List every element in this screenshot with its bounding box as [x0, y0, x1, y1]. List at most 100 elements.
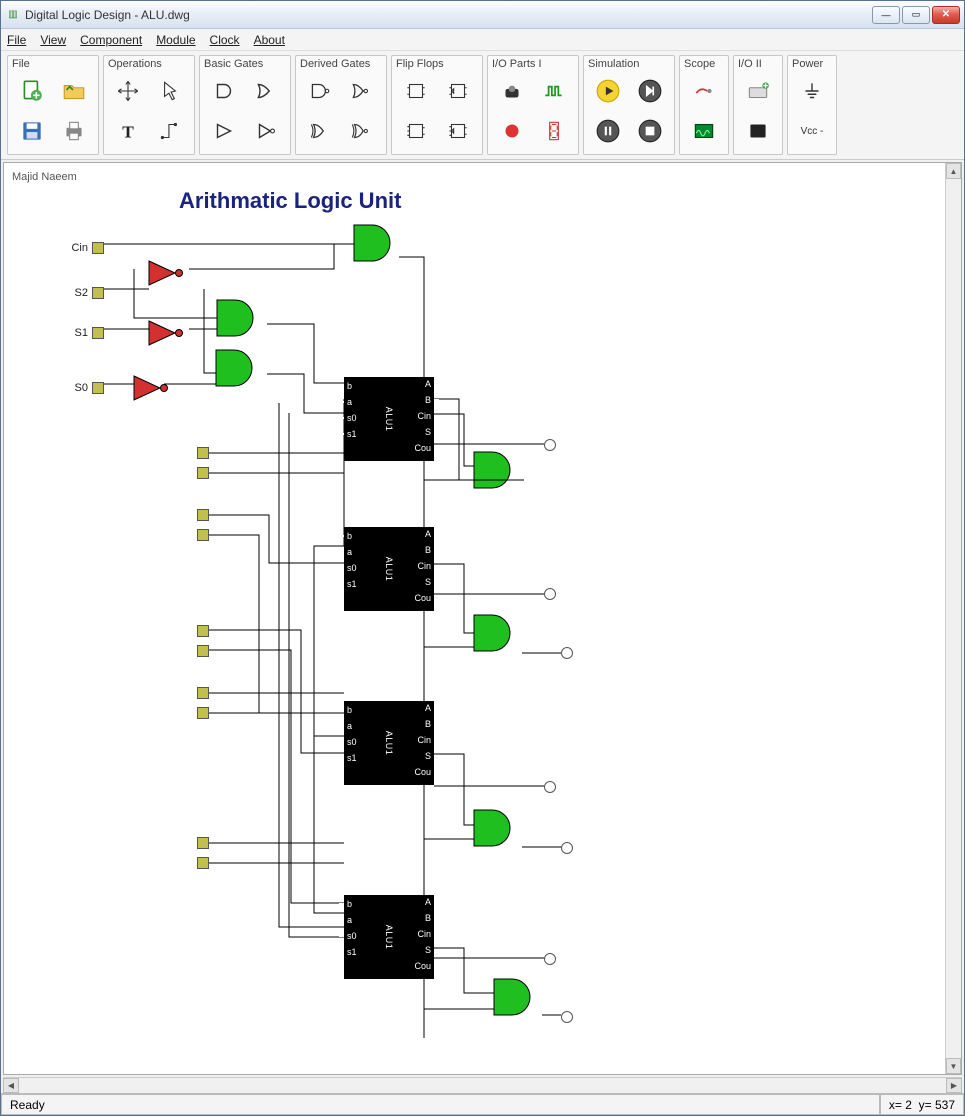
input-pin[interactable]: [197, 625, 209, 637]
led-button[interactable]: [492, 112, 532, 150]
text-tool-button[interactable]: T: [108, 112, 148, 150]
menu-view[interactable]: View: [40, 33, 66, 47]
minimize-button[interactable]: —: [872, 6, 900, 24]
menu-component[interactable]: Component: [80, 33, 142, 47]
pause-button[interactable]: [588, 112, 628, 150]
or-gate-button[interactable]: [246, 72, 286, 110]
input-label: Cin: [62, 242, 88, 254]
play-button[interactable]: [588, 72, 628, 110]
output-pin[interactable]: [544, 953, 556, 965]
alu-chip[interactable]: bas0s1ABCinSCouALU1: [344, 527, 434, 611]
scroll-down-button[interactable]: ▼: [946, 1058, 961, 1074]
input-pin[interactable]: [197, 645, 209, 657]
input-pin[interactable]: [92, 382, 104, 394]
output-pin[interactable]: [544, 439, 556, 451]
toolgroup-flipflops: Flip Flops: [391, 55, 483, 155]
statusbar: Ready x= 2 y= 537: [1, 1093, 964, 1115]
input-pin[interactable]: [197, 837, 209, 849]
stop-button[interactable]: [630, 112, 670, 150]
vertical-scrollbar[interactable]: ▲ ▼: [945, 163, 961, 1074]
toolgroup-label: I/O Parts I: [492, 58, 574, 72]
toolgroup-file: File: [7, 55, 99, 155]
scroll-up-button[interactable]: ▲: [946, 163, 961, 179]
output-pin[interactable]: [544, 588, 556, 600]
clock-signal-button[interactable]: [534, 72, 574, 110]
xnor-gate-button[interactable]: [342, 112, 382, 150]
input-pin[interactable]: [197, 509, 209, 521]
scroll-right-button[interactable]: ▶: [946, 1078, 962, 1093]
move-tool-button[interactable]: [108, 72, 148, 110]
toolgroup-label: Flip Flops: [396, 58, 478, 72]
save-file-button[interactable]: [12, 112, 52, 150]
toolgroup-scope: Scope: [679, 55, 729, 155]
nor-gate-button[interactable]: [342, 72, 382, 110]
flipflop-4-button[interactable]: [438, 112, 478, 150]
pointer-tool-button[interactable]: [150, 72, 190, 110]
menu-module[interactable]: Module: [156, 33, 195, 47]
step-button[interactable]: [630, 72, 670, 110]
toolgroup-label: Operations: [108, 58, 190, 72]
input-pin[interactable]: [92, 327, 104, 339]
switch-button[interactable]: [492, 72, 532, 110]
toolgroup-power: Power Vcc -: [787, 55, 837, 155]
status-coords: x= 2 y= 537: [880, 1094, 964, 1115]
input-pin[interactable]: [92, 242, 104, 254]
and-gate-button[interactable]: [204, 72, 244, 110]
not-gate-button[interactable]: [246, 112, 286, 150]
canvas[interactable]: Majid Naeem Arithmatic Logic Unit: [4, 163, 945, 1074]
keyboard-button[interactable]: [738, 72, 778, 110]
menu-about[interactable]: About: [254, 33, 285, 47]
menubar: File View Component Module Clock About: [1, 29, 964, 51]
input-pin[interactable]: [197, 707, 209, 719]
input-label: S0: [62, 382, 88, 394]
maximize-button[interactable]: ▭: [902, 6, 930, 24]
output-pin[interactable]: [544, 781, 556, 793]
print-button[interactable]: [54, 112, 94, 150]
new-file-button[interactable]: [12, 72, 52, 110]
scroll-left-button[interactable]: ◀: [3, 1078, 19, 1093]
scope-button[interactable]: [684, 112, 724, 150]
input-pin[interactable]: [92, 287, 104, 299]
nand-gate-button[interactable]: [300, 72, 340, 110]
vcc-button[interactable]: Vcc -: [792, 112, 832, 150]
input-pin[interactable]: [197, 529, 209, 541]
toolgroup-label: File: [12, 58, 94, 72]
toolgroup-label: Power: [792, 58, 832, 72]
seven-seg-button[interactable]: [534, 112, 574, 150]
app-icon: ▥: [5, 7, 21, 23]
flipflop-3-button[interactable]: [396, 112, 436, 150]
input-pin[interactable]: [197, 467, 209, 479]
menu-file[interactable]: File: [7, 33, 26, 47]
alu-chip[interactable]: bas0s1ABCinSCouALU1: [344, 377, 434, 461]
window-title: Digital Logic Design - ALU.dwg: [25, 8, 872, 22]
alu-chip[interactable]: bas0s1ABCinSCouALU1: [344, 701, 434, 785]
titlebar: ▥ Digital Logic Design - ALU.dwg — ▭ ✕: [1, 1, 964, 29]
display-button[interactable]: [738, 112, 778, 150]
output-pin[interactable]: [561, 647, 573, 659]
xor-gate-button[interactable]: [300, 112, 340, 150]
wire-tool-button[interactable]: [150, 112, 190, 150]
probe-button[interactable]: [684, 72, 724, 110]
schematic-svg: [4, 163, 944, 1073]
ground-button[interactable]: [792, 72, 832, 110]
close-button[interactable]: ✕: [932, 6, 960, 24]
input-pin[interactable]: [197, 687, 209, 699]
flipflop-2-button[interactable]: [438, 72, 478, 110]
svg-text:T: T: [122, 123, 134, 142]
flipflop-1-button[interactable]: [396, 72, 436, 110]
status-text: Ready: [1, 1094, 880, 1115]
output-pin[interactable]: [561, 1011, 573, 1023]
toolgroup-basic-gates: Basic Gates: [199, 55, 291, 155]
menu-clock[interactable]: Clock: [210, 33, 240, 47]
buffer-gate-button[interactable]: [204, 112, 244, 150]
input-pin[interactable]: [197, 447, 209, 459]
horizontal-scrollbar[interactable]: ◀ ▶: [3, 1077, 962, 1093]
toolbar: File Operations T Basic Gates: [1, 51, 964, 160]
alu-chip[interactable]: bas0s1ABCinSCouALU1: [344, 895, 434, 979]
output-pin[interactable]: [561, 842, 573, 854]
input-label: S1: [62, 327, 88, 339]
app-window: ▥ Digital Logic Design - ALU.dwg — ▭ ✕ F…: [0, 0, 965, 1116]
open-file-button[interactable]: [54, 72, 94, 110]
toolgroup-label: I/O II: [738, 58, 778, 72]
input-pin[interactable]: [197, 857, 209, 869]
